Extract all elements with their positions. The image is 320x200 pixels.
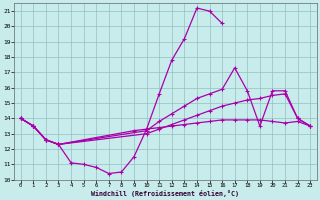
X-axis label: Windchill (Refroidissement éolien,°C): Windchill (Refroidissement éolien,°C) <box>92 190 239 197</box>
